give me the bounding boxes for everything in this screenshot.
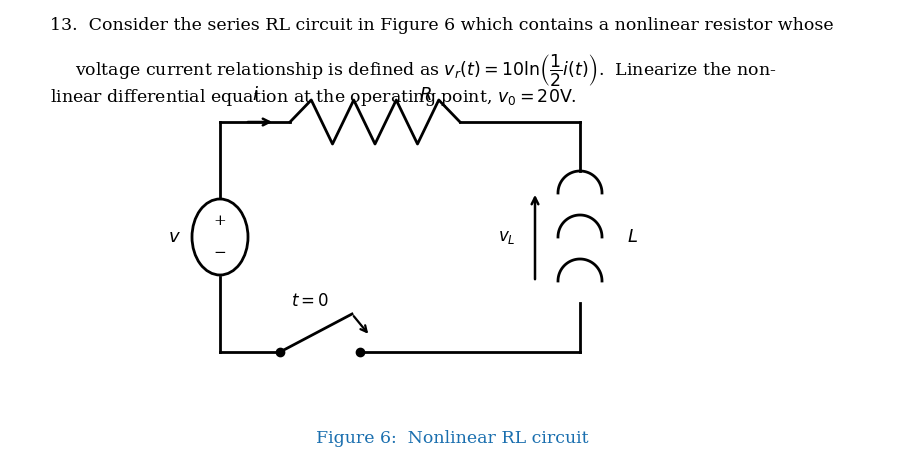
- Text: $v_L$: $v_L$: [498, 228, 516, 245]
- Text: 13.  Consider the series RL circuit in Figure 6 which contains a nonlinear resis: 13. Consider the series RL circuit in Fi…: [50, 17, 833, 34]
- Text: voltage current relationship is defined as $v_r(t) = 10\ln\!\left(\dfrac{1}{2}i(: voltage current relationship is defined …: [75, 52, 776, 88]
- Text: $R$: $R$: [418, 86, 431, 104]
- Text: $L$: $L$: [627, 228, 638, 246]
- Text: $v$: $v$: [167, 228, 181, 246]
- Text: linear differential equation at the operating point, $v_0 = 20\mathrm{V}$.: linear differential equation at the oper…: [50, 87, 576, 108]
- Text: +: +: [213, 214, 226, 228]
- Text: −: −: [213, 246, 226, 260]
- Text: $t{=}0$: $t{=}0$: [291, 293, 329, 310]
- Text: $i$: $i$: [251, 86, 258, 104]
- Text: Figure 6:  Nonlinear RL circuit: Figure 6: Nonlinear RL circuit: [315, 430, 588, 447]
